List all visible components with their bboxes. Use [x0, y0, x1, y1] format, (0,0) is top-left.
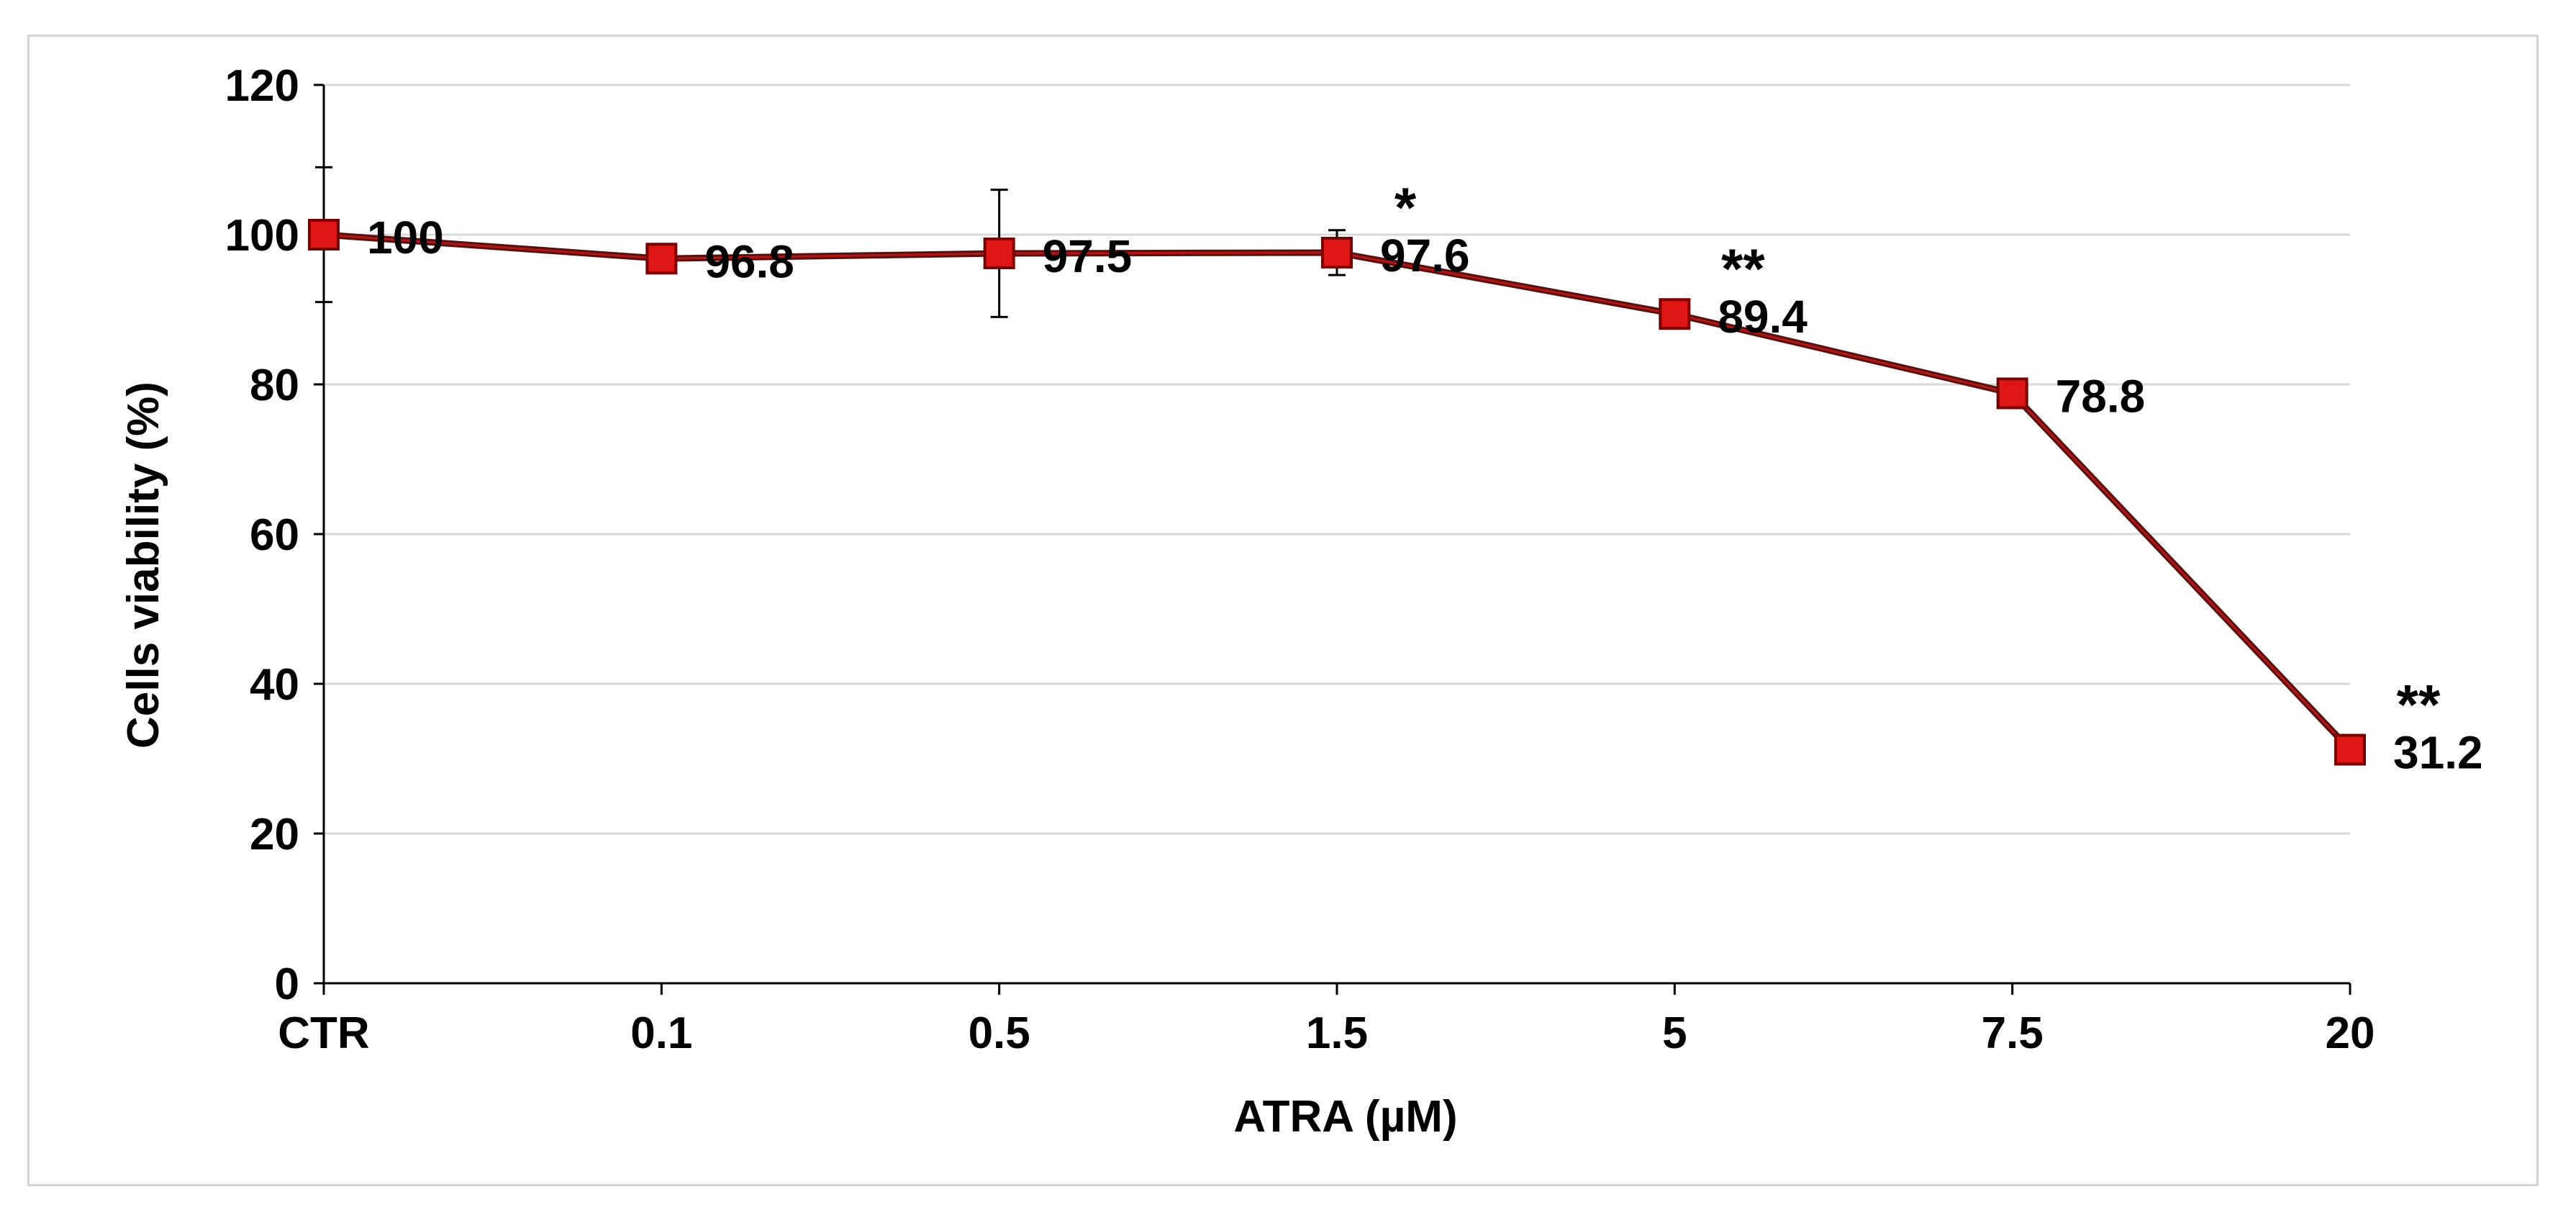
- x-tick-label: 20: [2326, 1008, 2375, 1058]
- x-tick-label: CTR: [278, 1008, 369, 1058]
- markers: [308, 219, 2366, 766]
- x-tick-label: 5: [1662, 1008, 1687, 1058]
- series-line: [323, 231, 2353, 752]
- y-tick-label: 40: [250, 660, 299, 710]
- gridlines: [324, 83, 2350, 835]
- x-tick-label: 0.1: [630, 1008, 692, 1058]
- chart-frame: [27, 35, 2539, 1186]
- data-point-marker: [2334, 733, 2366, 766]
- significance-marker: **: [2397, 673, 2441, 736]
- y-tick-label: 0: [275, 960, 299, 1009]
- x-tick-label: 1.5: [1306, 1008, 1368, 1058]
- labels: 100 96.8 97.5 97.689.478.831.2*****: [367, 176, 2483, 779]
- significance-marker: **: [1721, 237, 1765, 300]
- x-axis-title: ATRA (µM): [1233, 1092, 1457, 1142]
- data-label: 100: [367, 212, 444, 263]
- data-point-marker: [645, 243, 678, 275]
- axes: 0 20 40 60 80 100 120 CTR 0.1 0.5 1.5 5 7.5 20: [225, 61, 2375, 1058]
- y-axis-title: Cells viability (%): [119, 382, 168, 749]
- y-tick-label: 20: [250, 810, 299, 859]
- y-tick-label: 120: [225, 61, 299, 111]
- y-tick-label: 60: [250, 510, 299, 560]
- y-tick-label: 80: [250, 361, 299, 410]
- significance-marker: *: [1394, 176, 1417, 239]
- x-tick-label: 0.5: [969, 1008, 1030, 1058]
- data-label: 31.2: [2393, 727, 2483, 779]
- data-label: 97.5: [1043, 230, 1133, 282]
- data-label: 89.4: [1718, 291, 1808, 343]
- data-point-marker: [1659, 298, 1691, 330]
- series-line-path: [323, 231, 2353, 752]
- data-point-marker: [308, 219, 340, 250]
- data-point-marker: [1321, 236, 1353, 268]
- series-line-highlight: [323, 233, 2351, 751]
- data-point-marker: [983, 238, 1015, 269]
- data-label: 78.8: [2056, 370, 2146, 422]
- data-point-marker: [1996, 377, 2028, 410]
- data-label: 96.8: [704, 235, 794, 287]
- data-label: 97.6: [1380, 230, 1470, 281]
- x-tick-label: 7.5: [1982, 1008, 2044, 1058]
- y-tick-label: 100: [225, 211, 299, 261]
